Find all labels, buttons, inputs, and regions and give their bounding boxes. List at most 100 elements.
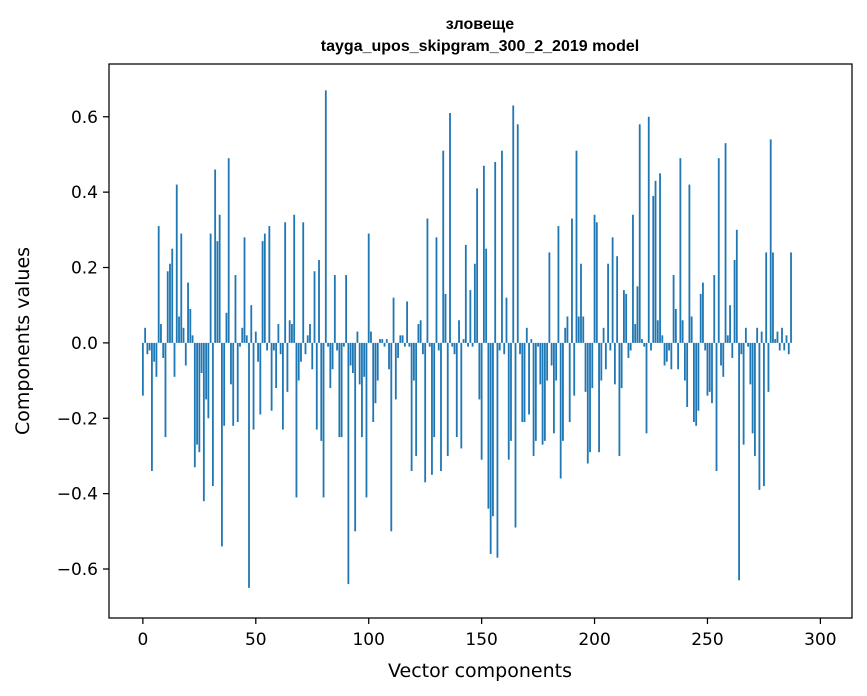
bar-59 [275, 342, 278, 389]
bar-238 [679, 158, 682, 343]
y-tick-label: −0.4 [57, 485, 98, 505]
x-tick-label: 100 [352, 630, 384, 650]
bar-58 [272, 342, 275, 351]
bar-92 [349, 342, 352, 366]
bar-153 [487, 342, 490, 509]
bar-18 [182, 327, 185, 343]
bar-76 [313, 271, 316, 343]
bar-231 [663, 342, 666, 366]
bar-172 [530, 339, 533, 343]
bar-26 [200, 342, 203, 374]
bar-100 [367, 233, 370, 343]
bar-133 [442, 150, 445, 343]
bar-46 [245, 335, 248, 343]
bar-276 [765, 252, 768, 343]
bar-32 [214, 169, 217, 343]
bar-120 [412, 342, 415, 381]
bar-138 [453, 342, 456, 355]
bar-104 [376, 342, 379, 381]
bar-55 [266, 342, 268, 351]
bar-49 [252, 342, 255, 430]
bar-164 [512, 105, 515, 343]
bar-127 [428, 342, 431, 347]
bar-48 [250, 305, 253, 343]
bars-group [141, 90, 792, 588]
bar-109 [388, 342, 390, 370]
bar-93 [352, 342, 354, 374]
bar-181 [550, 342, 553, 366]
bar-8 [160, 324, 162, 343]
bar-229 [659, 173, 661, 343]
bar-114 [399, 335, 402, 343]
bar-52 [259, 342, 262, 415]
bar-137 [451, 342, 454, 347]
bar-273 [758, 342, 761, 490]
bar-156 [494, 161, 497, 343]
bar-143 [464, 244, 467, 343]
bar-56 [268, 226, 271, 343]
bar-37 [225, 312, 228, 343]
bar-245 [695, 342, 698, 426]
bar-16 [178, 316, 180, 343]
bar-251 [708, 342, 711, 392]
bar-148 [476, 188, 479, 343]
bar-262 [733, 259, 736, 343]
bar-47 [248, 342, 250, 588]
bar-250 [706, 342, 709, 396]
bar-53 [261, 241, 264, 343]
bar-31 [211, 342, 214, 487]
bar-222 [643, 342, 646, 347]
x-axis: 0 50 100 150 200 250 300 [137, 618, 837, 650]
bar-252 [711, 342, 713, 404]
bar-206 [607, 263, 609, 343]
bar-234 [670, 342, 673, 370]
bar-167 [519, 342, 521, 355]
bar-244 [693, 342, 695, 423]
bar-96 [358, 342, 361, 385]
bar-158 [498, 342, 501, 351]
bar-198 [589, 342, 591, 453]
bar-80 [322, 342, 325, 498]
bar-85 [333, 275, 336, 343]
bar-17 [180, 233, 183, 343]
bar-22 [191, 335, 194, 343]
bar-180 [548, 252, 551, 343]
bar-105 [379, 339, 381, 343]
bar-236 [674, 308, 677, 343]
bar-173 [532, 342, 535, 456]
bar-81 [324, 90, 327, 343]
bar-63 [284, 222, 287, 343]
bar-189 [568, 342, 571, 423]
chart-title: зловеще [446, 16, 514, 33]
bar-209 [613, 342, 616, 385]
bar-170 [525, 327, 528, 343]
y-axis: −0.6 −0.4 −0.2 0.0 0.2 0.4 0.6 [57, 108, 109, 580]
bar-285 [785, 335, 788, 343]
bar-272 [756, 327, 759, 343]
bar-61 [279, 342, 282, 355]
bar-28 [205, 342, 208, 400]
bar-275 [763, 342, 765, 487]
bar-23 [193, 342, 196, 468]
bar-122 [417, 324, 420, 343]
bar-6 [155, 342, 158, 377]
bar-227 [654, 180, 657, 343]
bar-188 [566, 316, 569, 343]
bar-267 [744, 327, 747, 343]
bar-110 [390, 342, 393, 532]
bar-286 [787, 342, 790, 355]
bar-132 [440, 342, 442, 472]
bar-40 [232, 342, 235, 426]
bar-79 [320, 342, 323, 441]
bar-235 [672, 275, 675, 343]
bar-126 [426, 218, 429, 343]
bar-9 [162, 342, 165, 358]
bar-12 [169, 263, 171, 343]
bar-154 [489, 342, 492, 554]
bar-241 [686, 342, 689, 407]
bar-182 [552, 342, 555, 434]
bar-152 [485, 248, 488, 343]
bar-74 [309, 324, 311, 343]
x-tick-label: 250 [691, 630, 723, 650]
